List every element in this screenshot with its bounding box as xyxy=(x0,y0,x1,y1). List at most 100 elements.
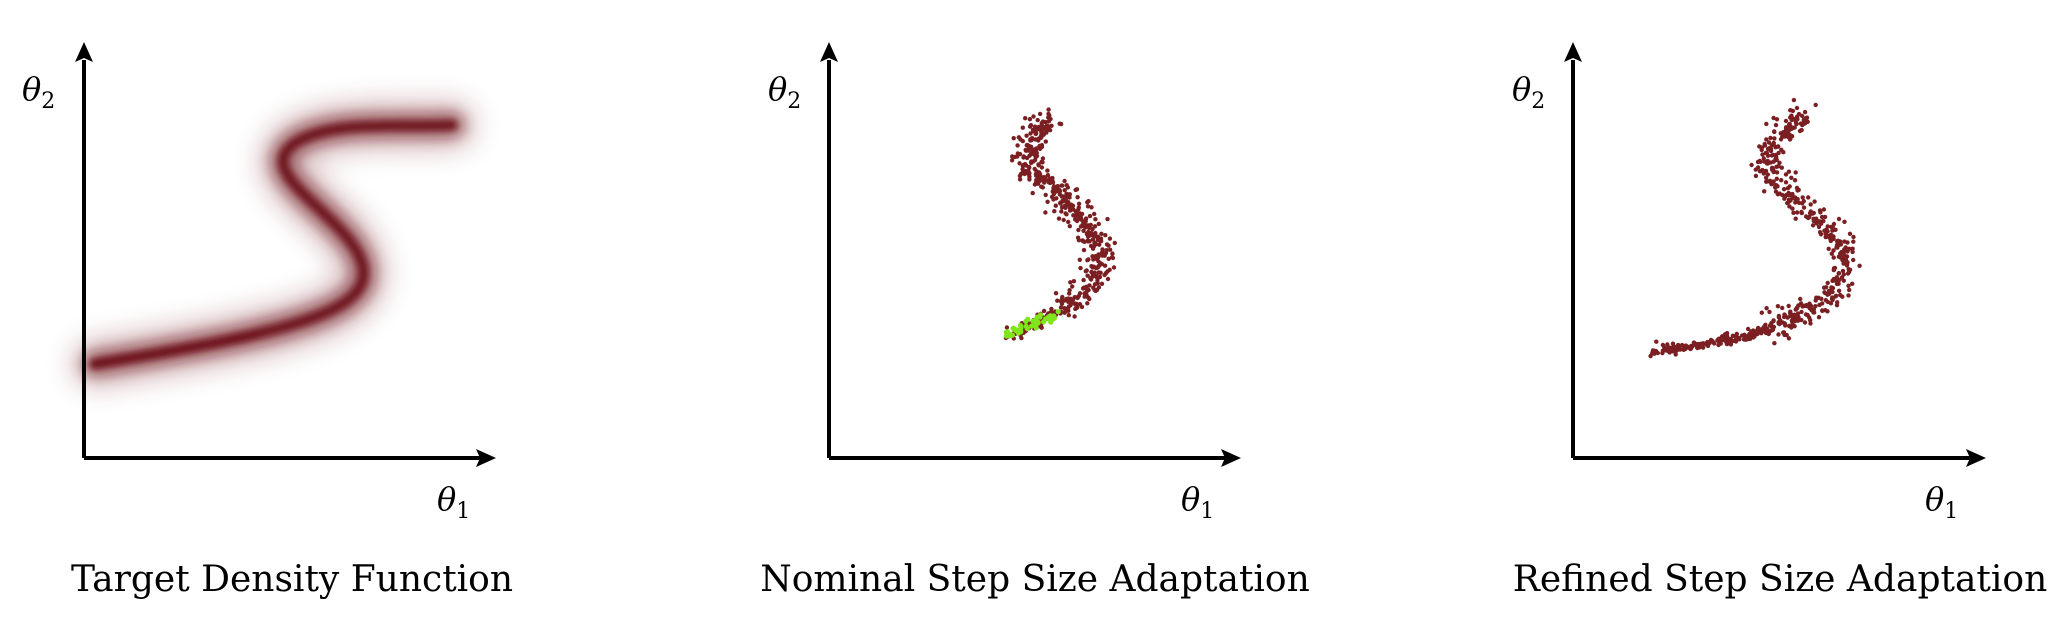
sample-point xyxy=(1786,197,1792,202)
sample-point xyxy=(1759,327,1764,332)
sample-point xyxy=(1842,219,1847,224)
sample-point xyxy=(1046,111,1051,117)
sample-point xyxy=(1082,294,1087,299)
sample-point xyxy=(1845,249,1850,254)
sample-point xyxy=(1773,122,1779,128)
sample-point xyxy=(1765,161,1770,166)
sample-scatter xyxy=(1648,97,1862,359)
sample-point xyxy=(1823,298,1829,303)
sample-point xyxy=(1767,309,1772,315)
sample-point xyxy=(1070,284,1075,289)
sample-point xyxy=(1056,216,1062,221)
sample-point xyxy=(1813,304,1818,309)
sample-point xyxy=(1793,170,1798,175)
sample-point xyxy=(1034,169,1039,174)
sample-point xyxy=(1825,224,1830,229)
sample-point xyxy=(1770,167,1775,172)
sample-point xyxy=(1040,185,1046,190)
sample-point xyxy=(1793,116,1798,122)
sample-point xyxy=(1083,269,1089,274)
sample-point xyxy=(1072,301,1078,306)
sample-point xyxy=(1743,333,1748,339)
sample-point xyxy=(1831,266,1837,271)
sample-point xyxy=(1082,219,1087,224)
sample-point xyxy=(1790,126,1795,131)
sample-point xyxy=(1794,121,1799,127)
sample-point xyxy=(1823,228,1829,233)
sample-point xyxy=(1107,267,1112,272)
sample-point xyxy=(1085,204,1091,209)
sample-point xyxy=(1099,231,1104,236)
sample-point xyxy=(1836,288,1842,293)
sample-point xyxy=(1047,128,1053,133)
sample-point xyxy=(1020,167,1025,172)
sample-point xyxy=(1031,129,1036,134)
x-axis-label: θ1 xyxy=(1181,480,1214,524)
sample-point xyxy=(1774,176,1780,181)
sample-point xyxy=(1774,117,1780,122)
x-axis xyxy=(1573,449,1986,467)
sample-point xyxy=(1049,194,1055,200)
sample-point xyxy=(1830,224,1835,229)
sample-point xyxy=(1790,320,1795,325)
sample-point xyxy=(1111,265,1117,270)
sample-point xyxy=(1067,206,1073,211)
sample-point xyxy=(1770,152,1776,158)
sample-point xyxy=(1092,240,1097,245)
sample-point xyxy=(1851,257,1856,263)
sample-point xyxy=(1055,298,1060,303)
sample-point xyxy=(1043,119,1048,125)
sample-point xyxy=(1755,159,1761,165)
sample-point xyxy=(1751,335,1756,340)
sample-point xyxy=(1078,265,1083,271)
sample-point xyxy=(1782,312,1787,317)
sample-point xyxy=(1105,276,1111,282)
sample-point xyxy=(1816,315,1822,320)
sample-point xyxy=(1060,198,1065,204)
y-axis-label: θ2 xyxy=(768,70,801,114)
sample-point xyxy=(1772,136,1777,141)
sample-point xyxy=(1011,136,1016,141)
sample-point xyxy=(1043,139,1049,144)
sample-point xyxy=(1110,251,1115,256)
sample-point xyxy=(1798,121,1804,126)
sample-point xyxy=(1724,339,1729,345)
sample-point xyxy=(1821,207,1827,212)
sample-point xyxy=(1836,271,1841,276)
sample-point xyxy=(1024,133,1029,138)
sample-point xyxy=(1689,346,1694,351)
sample-point xyxy=(1090,254,1095,259)
sample-point xyxy=(1087,283,1092,288)
sample-point xyxy=(1728,342,1734,347)
sample-point xyxy=(1678,347,1683,352)
sample-point xyxy=(1077,302,1083,307)
sample-point xyxy=(1792,313,1797,318)
sample-point xyxy=(1808,209,1814,214)
sample-point xyxy=(1049,123,1054,128)
sample-point xyxy=(1086,295,1091,300)
sample-point xyxy=(1825,280,1830,286)
sample-point xyxy=(1025,148,1031,153)
sample-point xyxy=(1759,147,1764,153)
sample-point xyxy=(1074,187,1080,192)
sample-point xyxy=(1067,192,1073,197)
highlight-sample-point xyxy=(1038,312,1044,318)
sample-point xyxy=(1776,315,1782,320)
sample-point xyxy=(1028,144,1034,149)
highlight-sample-point xyxy=(1041,319,1047,325)
sample-point xyxy=(1851,234,1856,240)
sample-point xyxy=(1039,123,1044,128)
sample-point xyxy=(1082,222,1087,228)
density-plot xyxy=(72,102,475,387)
panel-caption: Refined Step Size Adaptation xyxy=(1513,559,2048,600)
sample-point xyxy=(1089,205,1094,210)
sample-point xyxy=(1040,160,1045,165)
sample-point xyxy=(1845,240,1850,245)
sample-point xyxy=(1652,348,1657,353)
highlight-sample-point xyxy=(1011,326,1017,332)
sample-point xyxy=(1821,218,1826,224)
sample-point xyxy=(1808,318,1813,323)
sample-point xyxy=(1027,153,1032,158)
sample-point xyxy=(1829,251,1835,256)
sample-point xyxy=(1846,293,1851,298)
